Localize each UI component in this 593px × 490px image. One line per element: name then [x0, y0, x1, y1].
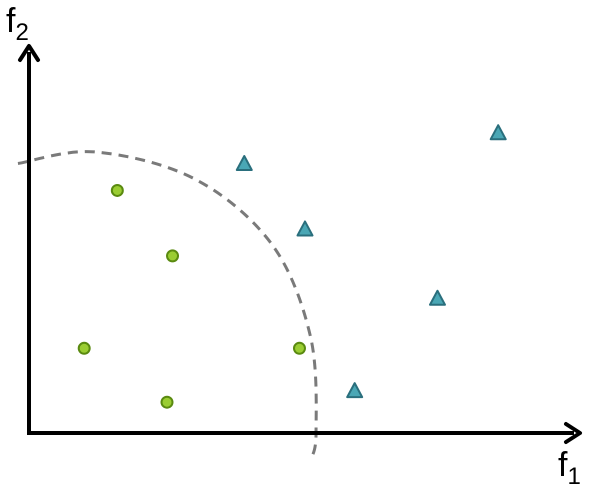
circle-point-4 [160, 395, 174, 409]
circle-point-1 [110, 183, 124, 197]
circle-point-5 [292, 341, 306, 355]
x-axis-arrowhead [564, 422, 582, 444]
triangle-point-1 [235, 155, 253, 171]
circle-point-3 [77, 341, 91, 355]
circle-point-2 [166, 249, 180, 263]
y-axis-label: f2 [6, 2, 29, 46]
triangle-point-2 [296, 220, 314, 237]
decision-boundary-layer [17, 150, 318, 461]
x-axis-label: f1 [558, 446, 581, 490]
data-points [77, 124, 507, 409]
y-axis-arrowhead [18, 44, 40, 62]
triangle-point-3 [489, 124, 507, 141]
decision-boundary-curve [17, 150, 318, 461]
triangle-point-5 [346, 382, 364, 399]
axes [18, 44, 582, 444]
triangle-point-4 [428, 289, 446, 306]
